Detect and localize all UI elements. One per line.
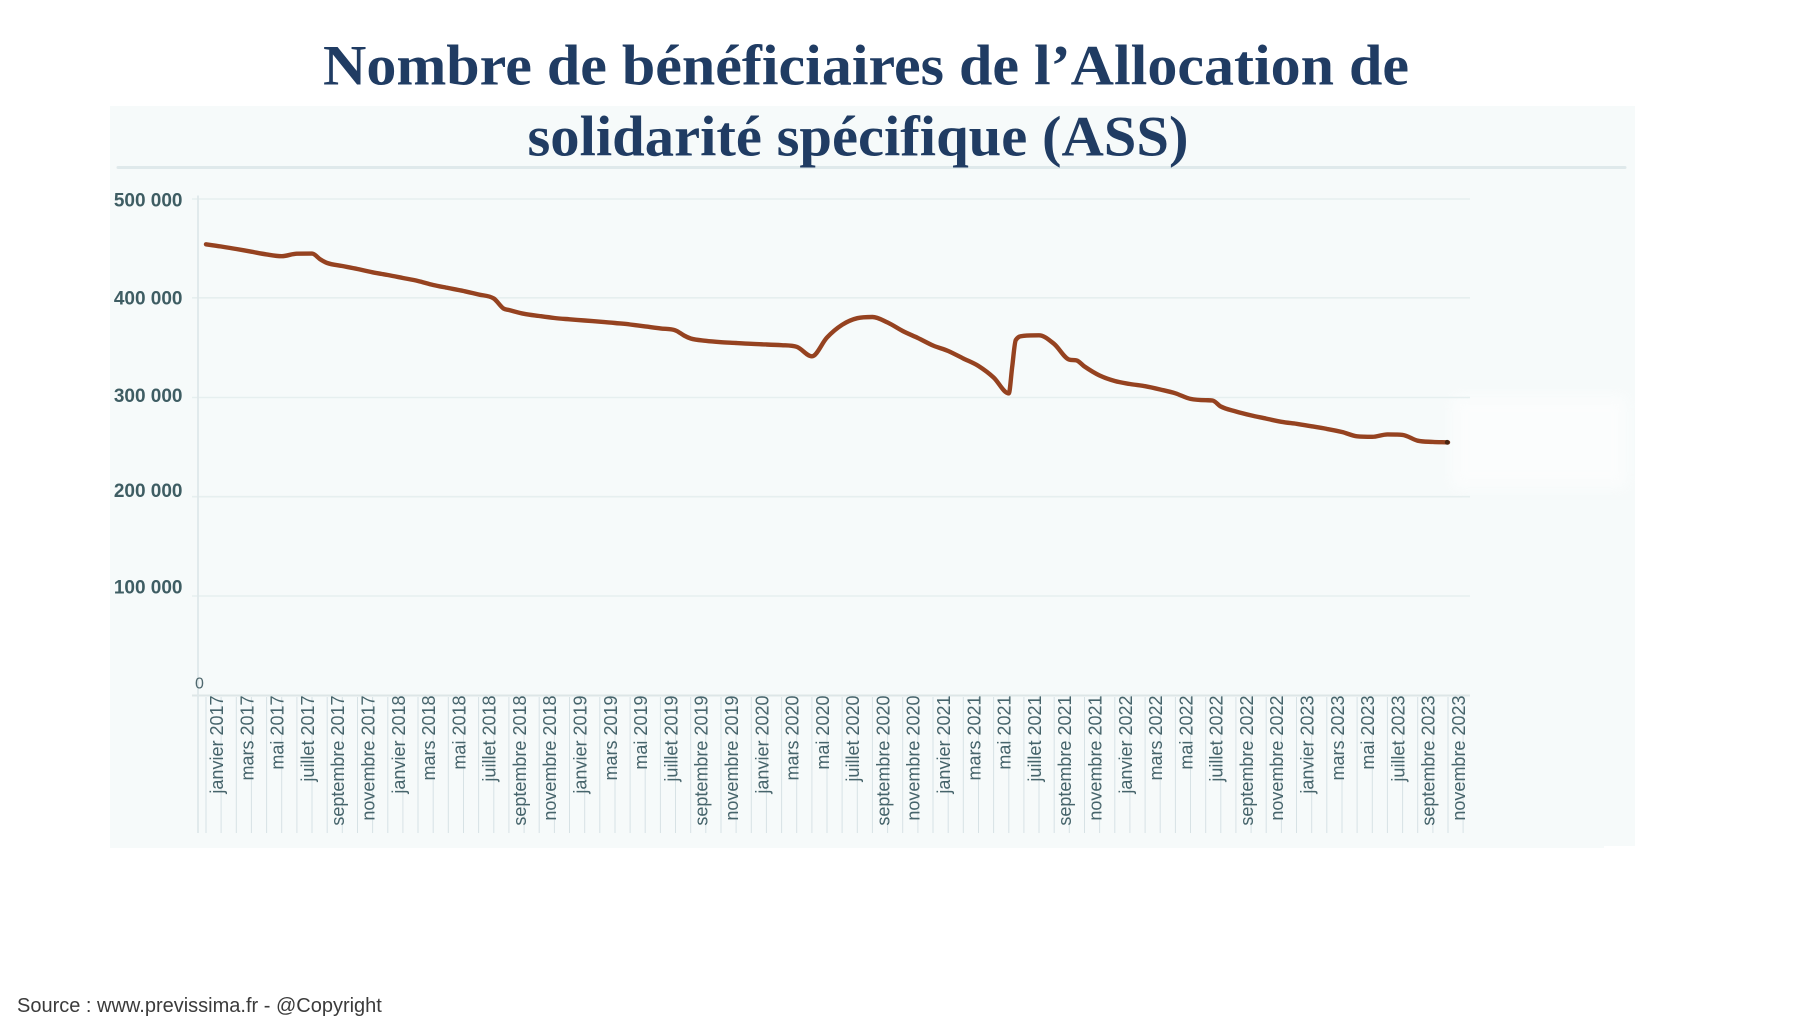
svg-text:Source : www.previssima.fr - @: Source : www.previssima.fr - @Copyright xyxy=(17,995,382,1017)
svg-text:mai 2018: mai 2018 xyxy=(449,696,469,770)
svg-text:juillet 2020: juillet 2020 xyxy=(843,696,863,783)
svg-text:juillet 2017: juillet 2017 xyxy=(298,696,318,783)
svg-text:mars 2021: mars 2021 xyxy=(964,696,984,781)
svg-text:200 000: 200 000 xyxy=(114,481,183,502)
svg-text:septembre 2021: septembre 2021 xyxy=(1055,696,1075,826)
svg-text:juillet 2022: juillet 2022 xyxy=(1207,696,1227,783)
svg-text:juillet 2023: juillet 2023 xyxy=(1388,696,1408,783)
svg-text:Nombre de bénéficiaires de l’A: Nombre de bénéficiaires de l’Allocation … xyxy=(323,35,1409,98)
svg-text:septembre 2022: septembre 2022 xyxy=(1237,696,1257,826)
svg-text:mars 2018: mars 2018 xyxy=(419,696,439,781)
svg-text:novembre 2017: novembre 2017 xyxy=(359,696,379,821)
svg-text:mars 2020: mars 2020 xyxy=(783,696,803,781)
svg-text:novembre 2021: novembre 2021 xyxy=(1086,696,1106,821)
svg-text:septembre 2019: septembre 2019 xyxy=(692,696,712,826)
svg-text:mai 2021: mai 2021 xyxy=(995,696,1015,770)
svg-text:mai 2022: mai 2022 xyxy=(1176,696,1196,770)
svg-text:janvier 2022: janvier 2022 xyxy=(1116,696,1136,795)
svg-text:novembre 2020: novembre 2020 xyxy=(904,695,924,820)
svg-text:mai 2017: mai 2017 xyxy=(268,696,288,770)
svg-text:novembre 2023: novembre 2023 xyxy=(1449,696,1469,821)
svg-text:septembre 2020: septembre 2020 xyxy=(873,696,893,826)
svg-text:juillet 2019: juillet 2019 xyxy=(661,696,681,783)
svg-text:300 000: 300 000 xyxy=(114,386,183,407)
svg-text:mars 2022: mars 2022 xyxy=(1146,696,1166,781)
svg-text:novembre 2019: novembre 2019 xyxy=(722,696,742,821)
svg-text:janvier 2019: janvier 2019 xyxy=(571,696,591,795)
svg-text:juillet 2018: juillet 2018 xyxy=(480,696,500,783)
svg-text:janvier 2021: janvier 2021 xyxy=(934,696,954,795)
svg-text:solidarité spécifique (ASS): solidarité spécifique (ASS) xyxy=(528,106,1189,169)
svg-text:janvier 2017: janvier 2017 xyxy=(207,696,227,795)
svg-text:novembre 2018: novembre 2018 xyxy=(540,696,560,821)
svg-text:500 000: 500 000 xyxy=(114,191,183,212)
svg-text:0: 0 xyxy=(195,675,204,692)
svg-text:janvier 2020: janvier 2020 xyxy=(752,696,772,795)
svg-text:mars 2017: mars 2017 xyxy=(237,696,257,781)
svg-text:mai 2019: mai 2019 xyxy=(631,696,651,770)
svg-text:mai 2020: mai 2020 xyxy=(813,696,833,770)
svg-text:mars 2019: mars 2019 xyxy=(601,696,621,781)
svg-text:juillet 2021: juillet 2021 xyxy=(1025,696,1045,783)
svg-text:400 000: 400 000 xyxy=(114,289,183,310)
svg-text:septembre 2017: septembre 2017 xyxy=(328,696,348,826)
svg-text:mai 2023: mai 2023 xyxy=(1358,696,1378,770)
svg-text:septembre 2023: septembre 2023 xyxy=(1419,696,1439,826)
svg-text:janvier 2023: janvier 2023 xyxy=(1298,696,1318,795)
svg-text:mars 2023: mars 2023 xyxy=(1328,696,1348,781)
svg-text:100 000: 100 000 xyxy=(114,577,183,598)
svg-text:novembre 2022: novembre 2022 xyxy=(1267,696,1287,821)
svg-text:septembre 2018: septembre 2018 xyxy=(510,696,530,826)
svg-text:janvier 2018: janvier 2018 xyxy=(389,696,409,795)
